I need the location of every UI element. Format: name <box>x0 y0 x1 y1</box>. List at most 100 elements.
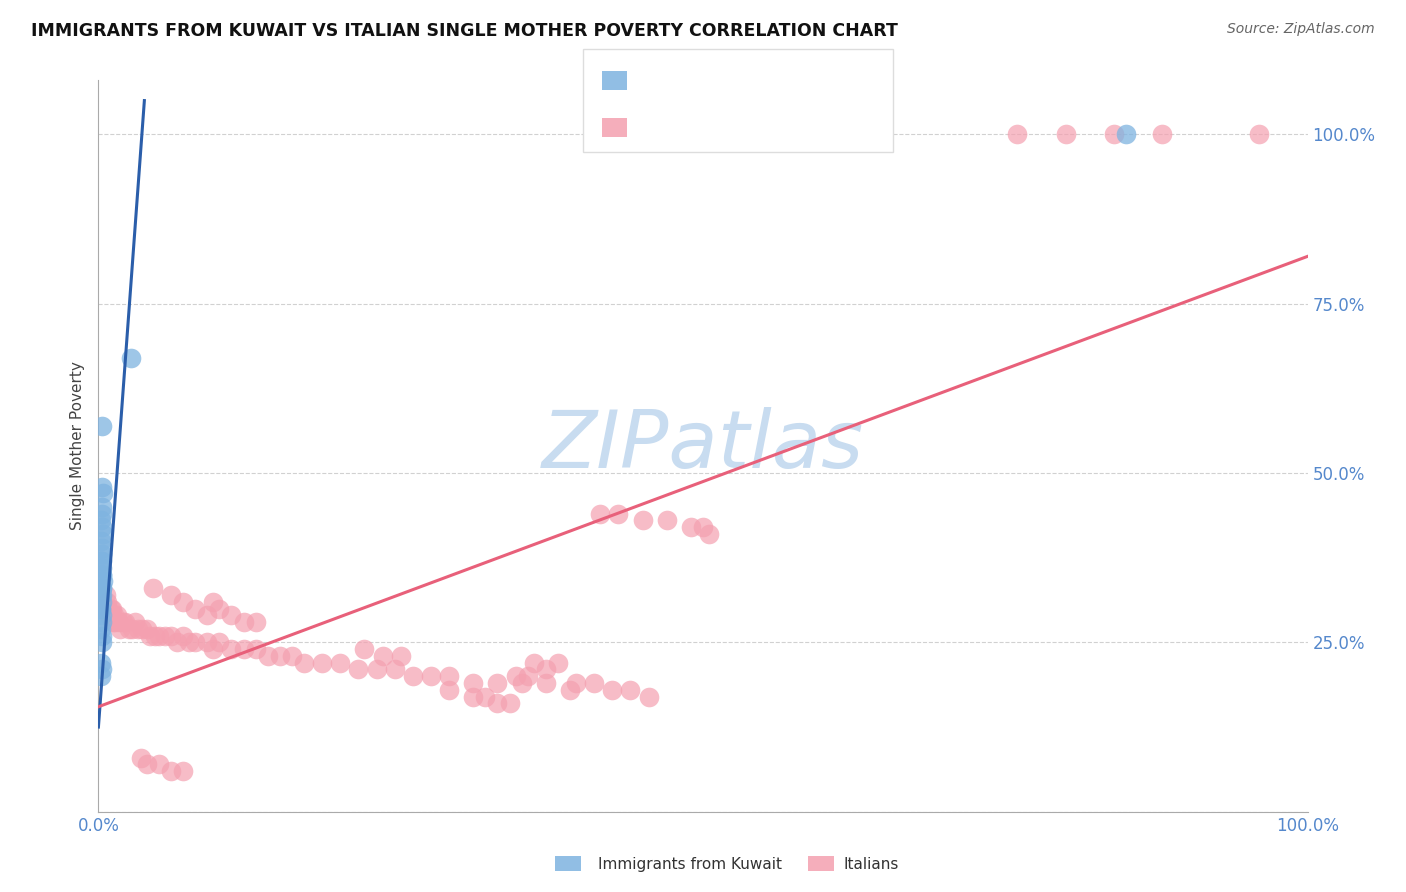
Point <box>389 648 412 663</box>
Point <box>463 676 485 690</box>
Point <box>160 764 183 778</box>
Point <box>91 608 114 623</box>
Point <box>91 554 114 568</box>
Point <box>91 520 114 534</box>
Point <box>245 615 267 629</box>
Point <box>202 595 225 609</box>
Point <box>97 601 120 615</box>
Point <box>91 581 114 595</box>
Point <box>91 595 114 609</box>
Point <box>402 669 425 683</box>
Point <box>101 615 124 629</box>
Point <box>142 581 165 595</box>
Point <box>437 669 460 683</box>
Point <box>1102 128 1125 142</box>
Point <box>1152 128 1174 142</box>
Point <box>1249 128 1271 142</box>
Point <box>256 648 278 663</box>
Point <box>245 642 267 657</box>
Point <box>202 642 225 657</box>
Point <box>91 547 114 561</box>
Point <box>292 656 315 670</box>
Point <box>637 690 659 704</box>
Point <box>631 514 654 528</box>
Point <box>96 595 118 609</box>
Point <box>516 669 538 683</box>
Point <box>98 608 121 623</box>
Point <box>91 500 114 514</box>
Point <box>679 520 702 534</box>
Text: Immigrants from Kuwait: Immigrants from Kuwait <box>598 857 782 872</box>
Point <box>534 676 557 690</box>
Y-axis label: Single Mother Poverty: Single Mother Poverty <box>69 361 84 531</box>
Point <box>602 682 624 697</box>
Point <box>366 663 388 677</box>
Point <box>91 541 114 555</box>
Point <box>474 690 496 704</box>
Point <box>232 615 254 629</box>
Point <box>127 622 149 636</box>
Point <box>184 601 207 615</box>
Point <box>91 567 114 582</box>
Point <box>1054 128 1077 142</box>
Point <box>91 507 114 521</box>
Point <box>90 601 112 615</box>
Point <box>143 629 166 643</box>
Point <box>90 656 112 670</box>
Point <box>91 418 114 433</box>
Point <box>90 669 112 683</box>
Point <box>463 690 485 704</box>
Point <box>100 601 122 615</box>
Point <box>510 676 533 690</box>
Point <box>91 480 114 494</box>
Point <box>498 697 520 711</box>
Point <box>558 682 581 697</box>
Point <box>91 574 114 589</box>
Point <box>589 507 612 521</box>
Point <box>90 622 112 636</box>
Point <box>655 514 678 528</box>
Point <box>486 697 509 711</box>
Point <box>172 595 194 609</box>
Point <box>108 615 131 629</box>
Point <box>108 622 131 636</box>
Point <box>90 554 112 568</box>
Point <box>208 601 231 615</box>
Point <box>184 635 207 649</box>
Point <box>148 757 170 772</box>
Point <box>692 520 714 534</box>
Point <box>90 601 112 615</box>
Text: R = 0.742   N = 34: R = 0.742 N = 34 <box>637 70 794 88</box>
Point <box>269 648 291 663</box>
Point <box>583 676 606 690</box>
Point <box>124 615 146 629</box>
Point <box>120 351 142 365</box>
Point <box>90 514 112 528</box>
Point <box>104 615 127 629</box>
Point <box>1007 128 1029 142</box>
Point <box>329 656 352 670</box>
Point <box>91 663 114 677</box>
Point <box>131 622 153 636</box>
Point <box>607 507 630 521</box>
Point <box>94 588 117 602</box>
Point <box>91 567 114 582</box>
Point <box>91 635 114 649</box>
Point <box>547 656 569 670</box>
Point <box>523 656 546 670</box>
Point <box>121 622 143 636</box>
Point <box>103 608 125 623</box>
Point <box>166 635 188 649</box>
Point <box>91 581 114 595</box>
Point <box>100 601 122 615</box>
Point <box>105 608 128 623</box>
Point <box>148 629 170 643</box>
Point <box>179 635 201 649</box>
Point <box>347 663 370 677</box>
Point <box>619 682 641 697</box>
Point <box>353 642 375 657</box>
Point <box>534 663 557 677</box>
Point <box>195 635 218 649</box>
Point <box>91 486 114 500</box>
Point <box>91 615 114 629</box>
